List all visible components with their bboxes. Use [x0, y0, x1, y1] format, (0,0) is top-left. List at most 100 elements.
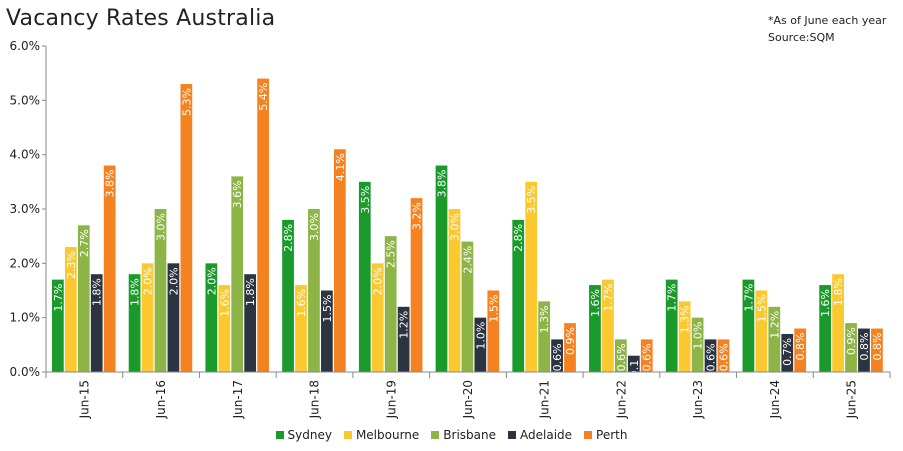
bar-sydney-jun-23	[665, 279, 678, 372]
bar-melbourne-jun-16	[141, 263, 154, 372]
data-label: 1.6%	[295, 289, 308, 317]
data-label: 0.9%	[564, 327, 577, 355]
note-source: Source:SQM	[768, 31, 835, 44]
legend-item-perth: Perth	[584, 428, 627, 442]
bar-adelaide-jun-25	[858, 328, 870, 372]
data-label: 3.8%	[104, 170, 117, 198]
bar-adelaide-jun-15	[90, 274, 103, 372]
y-tick-label: 5.0%	[10, 93, 41, 107]
data-label: 0.9%	[845, 327, 858, 355]
bar-brisbane-jun-18	[308, 209, 320, 372]
data-label: 4.1%	[334, 153, 347, 181]
bar-sydney-jun-17	[205, 263, 218, 372]
y-axis: 0.0% 1.0% 2.0% 3.0% 4.0% 5.0% 6.0%	[10, 39, 47, 379]
data-label: 3.5%	[359, 186, 372, 214]
data-label: 0.1	[628, 360, 641, 378]
bar-perth-jun-19	[410, 198, 423, 372]
data-label: 5.4%	[257, 83, 270, 111]
bar-brisbane-jun-25	[845, 323, 857, 372]
y-tick-label: 1.0%	[10, 311, 41, 325]
data-label: 1.0%	[474, 322, 487, 350]
data-label: 2.4%	[461, 246, 474, 274]
data-label: 0.8%	[871, 333, 884, 361]
data-label: 0.8%	[858, 333, 871, 361]
bar-brisbane-jun-24	[768, 306, 781, 372]
data-label: 1.0%	[692, 322, 705, 350]
bar-melbourne-jun-15	[64, 247, 77, 372]
bar-brisbane-jun-16	[154, 209, 167, 372]
data-label: 0.7%	[781, 338, 794, 366]
data-label: 3.6%	[231, 180, 244, 208]
legend-label: Adelaide	[520, 428, 573, 442]
bar-sydney-jun-16	[128, 274, 141, 372]
data-label: 0.6%	[705, 343, 718, 371]
legend-swatch	[584, 431, 593, 439]
data-label: 3.0%	[308, 213, 321, 241]
bar-perth-jun-25	[871, 328, 883, 372]
data-label: 1.8%	[129, 278, 142, 306]
chart-title: Vacancy Rates Australia	[6, 6, 276, 31]
bar-sydney-jun-24	[742, 279, 755, 372]
legend-label: Melbourne	[355, 428, 420, 442]
bar-adelaide-jun-17	[244, 274, 257, 372]
x-category-label: Jun-15	[77, 380, 91, 419]
data-label: 1.6%	[819, 289, 832, 317]
legend-swatch	[343, 431, 352, 439]
bar-perth-jun-15	[103, 165, 116, 372]
bar-melbourne-jun-23	[678, 301, 691, 372]
bar-sydney-jun-19	[358, 181, 371, 372]
data-label: 0.8%	[794, 333, 807, 361]
data-label: 1.8%	[832, 278, 845, 306]
bar-melbourne-jun-21	[525, 181, 538, 372]
bar-adelaide-jun-22	[627, 355, 640, 372]
bar-adelaide-jun-21	[551, 339, 563, 372]
legend-label: Brisbane	[443, 428, 497, 442]
legend-label: Sydney	[287, 428, 332, 442]
data-label: 3.0%	[448, 213, 461, 241]
data-label: 2.0%	[142, 267, 155, 295]
data-label: 3.2%	[411, 202, 424, 230]
x-category-label: Jun-25	[845, 380, 859, 419]
data-label: 0.6%	[551, 343, 564, 371]
x-category-label: Jun-24	[768, 380, 782, 419]
bar-brisbane-jun-15	[77, 225, 90, 372]
bar-sydney-jun-25	[819, 285, 832, 372]
bar-melbourne-jun-20	[448, 209, 461, 372]
bar-perth-jun-21	[564, 323, 576, 372]
bar-perth-jun-22	[640, 339, 653, 372]
bar-sydney-jun-21	[512, 219, 525, 372]
y-tick-label: 0.0%	[10, 365, 41, 379]
data-label: 2.3%	[65, 251, 78, 279]
legend-swatch	[508, 431, 517, 439]
bar-adelaide-jun-20	[474, 317, 487, 372]
bar-melbourne-jun-25	[832, 274, 844, 372]
note-as-of: *As of June each year	[768, 14, 887, 27]
data-label: 0.6%	[615, 343, 628, 371]
data-label: 1.2%	[768, 311, 781, 339]
legend-label: Perth	[596, 428, 628, 442]
data-label: 1.3%	[538, 305, 551, 333]
bar-sydney-jun-22	[589, 285, 601, 372]
legend: Sydney Melbourne Brisbane Adelaide Perth	[0, 428, 903, 442]
data-label: 1.3%	[679, 305, 692, 333]
data-label: 2.7%	[78, 229, 91, 257]
y-tick-label: 4.0%	[10, 148, 41, 162]
data-label: 3.0%	[154, 213, 167, 241]
x-category-label: Jun-17	[231, 380, 245, 419]
y-tick-label: 2.0%	[10, 256, 41, 270]
bar-sydney-jun-18	[282, 219, 294, 372]
bar-perth-jun-24	[794, 328, 807, 372]
x-category-label: Jun-16	[154, 380, 168, 419]
data-label: 0.6%	[717, 343, 730, 371]
bar-sydney-jun-15	[52, 279, 64, 372]
legend-swatch	[275, 431, 284, 439]
bar-perth-jun-23	[717, 339, 730, 372]
data-label: 1.7%	[666, 284, 679, 312]
x-category-label: Jun-21	[538, 380, 552, 419]
bar-brisbane-jun-17	[231, 176, 244, 372]
bar-melbourne-jun-18	[295, 285, 307, 372]
bar-perth-jun-18	[333, 149, 346, 372]
legend-item-melbourne: Melbourne	[343, 428, 420, 442]
bar-adelaide-jun-24	[781, 333, 794, 372]
